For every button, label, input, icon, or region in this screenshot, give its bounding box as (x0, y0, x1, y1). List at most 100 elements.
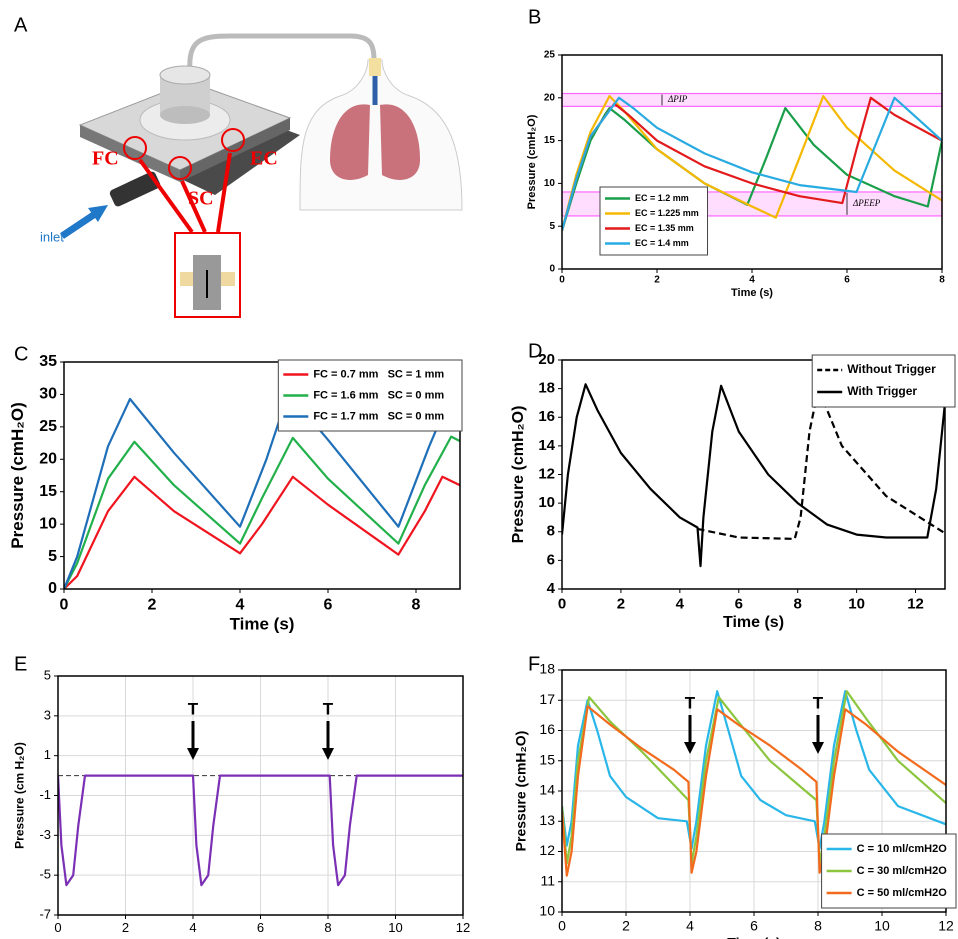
legend-label: C = 30 ml/cmH2O (857, 865, 948, 877)
cylinder-bottom (160, 106, 210, 124)
connector (369, 58, 381, 76)
x-tick-label: 6 (750, 917, 758, 933)
legend-box (277, 359, 463, 432)
annotation-arrowhead (812, 742, 824, 754)
marker-circle (221, 128, 245, 152)
arrows (138, 152, 232, 234)
series-line (562, 96, 942, 231)
legend-label: EC = 1.35 mm (635, 223, 694, 233)
y-tick-label: 20 (39, 451, 57, 468)
annotation: T (813, 693, 824, 712)
chart-panel: D 4 6 8 10 12 14 16 18 20 0 2 4 6 8 10 12 Time (s) Pressur… (510, 340, 956, 631)
x-tick-label: 4 (189, 920, 196, 935)
device-side (80, 125, 180, 182)
legend-label: EC = 1.2 mm (635, 193, 689, 203)
y-tick-label: 11 (540, 872, 555, 888)
x-tick-label: 2 (148, 597, 157, 614)
marker-circle (168, 156, 192, 180)
x-axis-label: Time (s) (727, 935, 780, 939)
x-axis-label: Time (s) (731, 287, 773, 299)
x-tick-label: 4 (236, 597, 245, 614)
y-axis-label: Pressure (cmH₂O) (512, 731, 528, 852)
series-line (58, 774, 463, 887)
y-tick-label: 15 (39, 483, 57, 500)
legend-label: C = 10 ml/cmH2O (857, 843, 948, 855)
legend-label: EC = 1.4 mm (635, 238, 689, 248)
annotation: T (188, 699, 199, 718)
y-tick-label: 30 (39, 386, 57, 403)
y-tick-label: 5 (48, 548, 57, 565)
series-line (64, 435, 460, 589)
x-tick-label: 4 (676, 595, 685, 612)
y-tick-label: 0 (549, 264, 555, 275)
y-tick-label: 10 (539, 903, 555, 919)
x-axis-label: Time (s) (723, 614, 784, 631)
y-axis-label: Pressure (cmH₂O) (526, 114, 538, 209)
panel-label: C (14, 343, 28, 365)
y-tick-label: 1 (44, 747, 51, 762)
chart-panel: B ΔPIP ΔPEEP 0 5 10 15 20 25 0 2 4 6 8 Time (s) Pressur… (526, 6, 945, 299)
x-tick-label: 2 (654, 275, 660, 286)
annotation-arrowhead (322, 748, 334, 760)
series-line (64, 392, 453, 589)
x-tick-label: 12 (907, 595, 924, 612)
legend-label: Without Trigger (847, 362, 936, 376)
y-tick-label: 0 (48, 580, 57, 597)
fc-label: FC (92, 148, 119, 170)
x-tick-label: 6 (735, 595, 743, 612)
legend-label: FC = 1.7 mm SC = 0 mm (313, 410, 444, 422)
y-tick-label: 25 (544, 50, 556, 61)
panel-label: D (528, 340, 542, 362)
lung (380, 104, 420, 180)
y-axis-label: Pressure (cm H₂O) (12, 742, 26, 849)
x-tick-label: 0 (558, 917, 566, 933)
x-tick-label: 0 (60, 597, 69, 614)
sc-label: SC (188, 188, 214, 210)
y-tick-label: 12 (538, 465, 555, 482)
inlet-port (109, 171, 161, 207)
annotation: T (685, 693, 696, 712)
y-tick-label: 10 (544, 178, 556, 189)
inlet-arrowhead (88, 205, 108, 222)
series-line (64, 475, 460, 589)
x-tick-label: 8 (939, 275, 945, 286)
y-tick-label: 5 (44, 667, 51, 682)
y-tick-label: 14 (538, 437, 555, 454)
panel-label: F (528, 653, 540, 675)
legend-label: FC = 0.7 mm SC = 1 mm (313, 368, 444, 380)
y-tick-label: 18 (539, 661, 555, 677)
x-tick-label: 2 (122, 920, 129, 935)
y-tick-label: 14 (539, 782, 555, 798)
x-tick-label: 8 (814, 917, 822, 933)
x-axis-label: Time (s) (238, 937, 284, 939)
y-tick-label: -5 (39, 867, 51, 882)
x-tick-label: 10 (848, 595, 865, 612)
legend-label: With Trigger (847, 384, 917, 398)
y-tick-label: 13 (539, 812, 555, 828)
panel-label: A (14, 14, 28, 36)
series-line (562, 690, 946, 850)
y-tick-label: 15 (544, 135, 556, 146)
y-tick-label: 4 (547, 580, 556, 597)
x-tick-label: 8 (324, 920, 331, 935)
annotation: T (323, 699, 334, 718)
band-label: ΔPEEP (852, 198, 881, 208)
x-tick-label: 2 (622, 917, 630, 933)
panel-label: B (528, 6, 541, 28)
series-line (697, 387, 945, 540)
x-tick-label: 0 (54, 920, 61, 935)
x-axis-label: Time (s) (230, 614, 295, 633)
band-label: ΔPIP (667, 94, 688, 104)
y-tick-label: 15 (539, 751, 555, 767)
legend-label: FC = 1.6 mm SC = 0 mm (313, 389, 444, 401)
x-tick-label: 12 (938, 917, 954, 933)
x-tick-label: 6 (324, 597, 333, 614)
y-tick-label: 20 (538, 351, 555, 368)
y-axis-label: Pressure (cmH₂O) (510, 406, 527, 544)
y-tick-label: -3 (39, 827, 51, 842)
y-tick-label: 5 (549, 221, 555, 232)
plot-frame (561, 54, 943, 270)
y-tick-label: 12 (539, 842, 555, 858)
y-tick-label: -1 (39, 787, 51, 802)
x-tick-label: 10 (874, 917, 890, 933)
